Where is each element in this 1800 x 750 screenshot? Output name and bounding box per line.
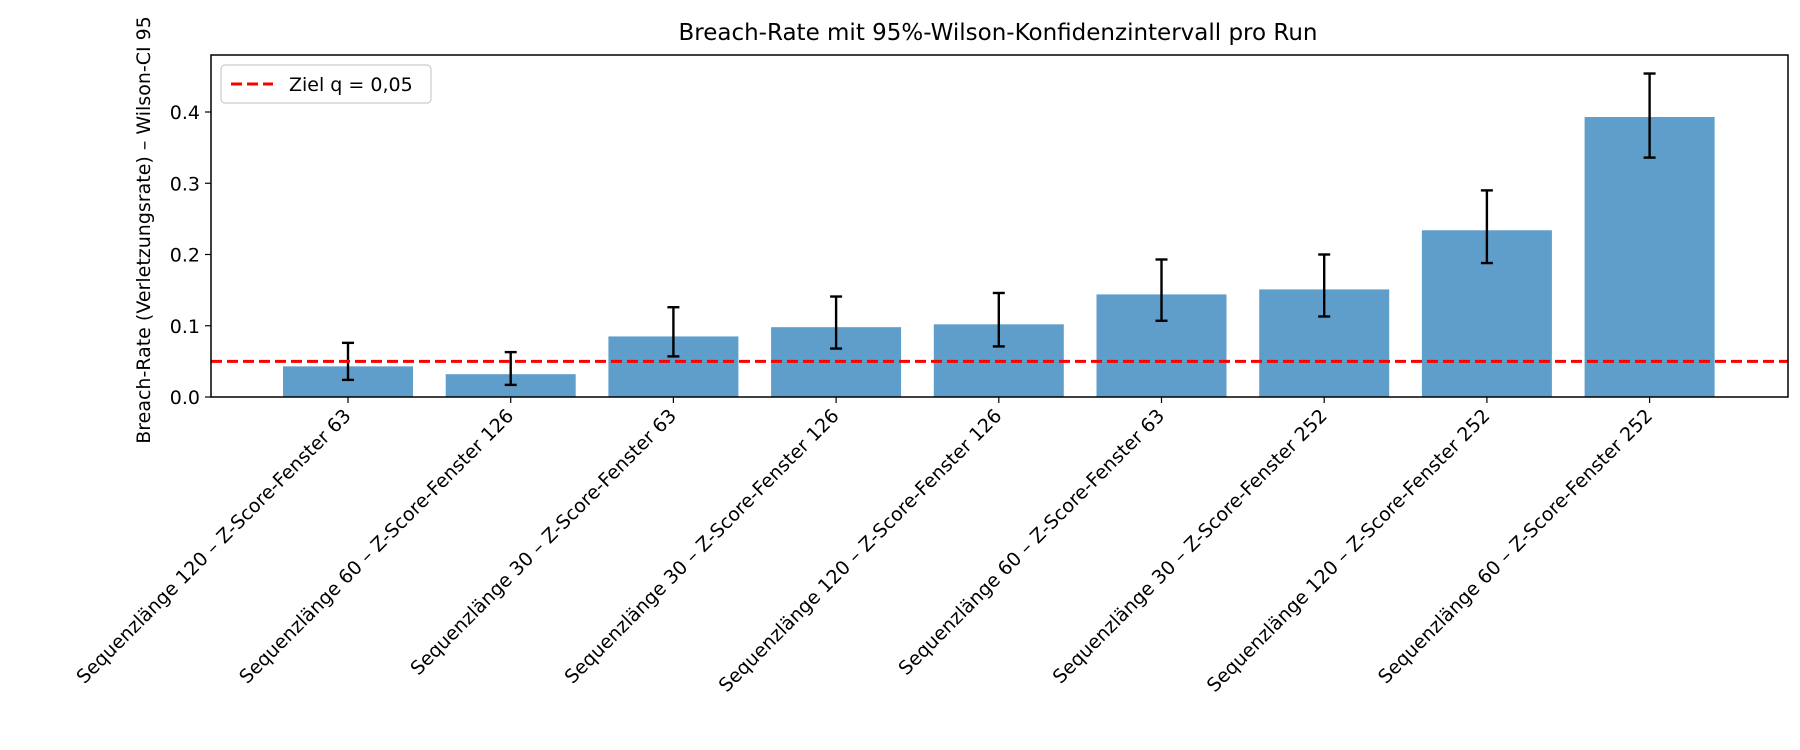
error-bar-8: [1480, 189, 1493, 265]
x-tick-label-8: Sequenzlänge 120 – Z-Score-Fenster 252: [1203, 405, 1495, 697]
error-bar-9: [1643, 72, 1656, 159]
y-tick-label: 0.3: [170, 173, 200, 195]
y-tick-label: 0.2: [170, 245, 200, 267]
x-tick-label-3: Sequenzlänge 30 – Z-Score-Fenster 63: [406, 405, 681, 680]
y-tick-label: 0.0: [170, 387, 200, 409]
error-bar-6: [1155, 258, 1168, 322]
error-bar-5: [992, 291, 1005, 348]
legend-box: [220, 64, 432, 104]
y-axis-label: Breach-Rate (Verletzungsrate) – Wilson-C…: [133, 16, 155, 444]
x-tick-label-4: Sequenzlänge 30 – Z-Score-Fenster 126: [560, 405, 843, 688]
legend-entry-label: Ziel q = 0,05: [289, 74, 413, 96]
x-tick-label-5: Sequenzlänge 120 – Z-Score-Fenster 126: [715, 405, 1007, 697]
y-ticks-group: 0.0 0.1 0.2 0.3 0.4: [170, 102, 211, 409]
error-bar-2: [504, 350, 517, 387]
error-bar-4: [830, 295, 843, 350]
x-ticks-group: Sequenzlänge 120 – Z-Score-Fenster 63Seq…: [72, 397, 1657, 697]
bars-group: [283, 116, 1715, 398]
x-tick-label-7: Sequenzlänge 30 – Z-Score-Fenster 252: [1049, 405, 1332, 688]
x-tick-label-2: Sequenzlänge 60 – Z-Score-Fenster 126: [235, 405, 518, 688]
x-tick-label-1: Sequenzlänge 120 – Z-Score-Fenster 63: [72, 405, 355, 688]
chart-title: Breach-Rate mit 95%-Wilson-Konfidenzinte…: [678, 20, 1317, 46]
y-tick-label: 0.4: [170, 102, 200, 124]
y-tick-label: 0.1: [170, 316, 200, 338]
error-bar-7: [1318, 253, 1331, 318]
plot-frame: [210, 54, 1789, 398]
x-tick-label-6: Sequenzlänge 60 – Z-Score-Fenster 63: [894, 405, 1169, 680]
error-bars-group: [342, 72, 1656, 387]
x-tick-label-9: Sequenzlänge 60 – Z-Score-Fenster 252: [1374, 405, 1657, 688]
axes-group: [210, 54, 1789, 398]
error-bar-3: [667, 306, 680, 358]
bar-9: [1584, 116, 1715, 398]
legend: Ziel q = 0,05: [220, 64, 432, 104]
